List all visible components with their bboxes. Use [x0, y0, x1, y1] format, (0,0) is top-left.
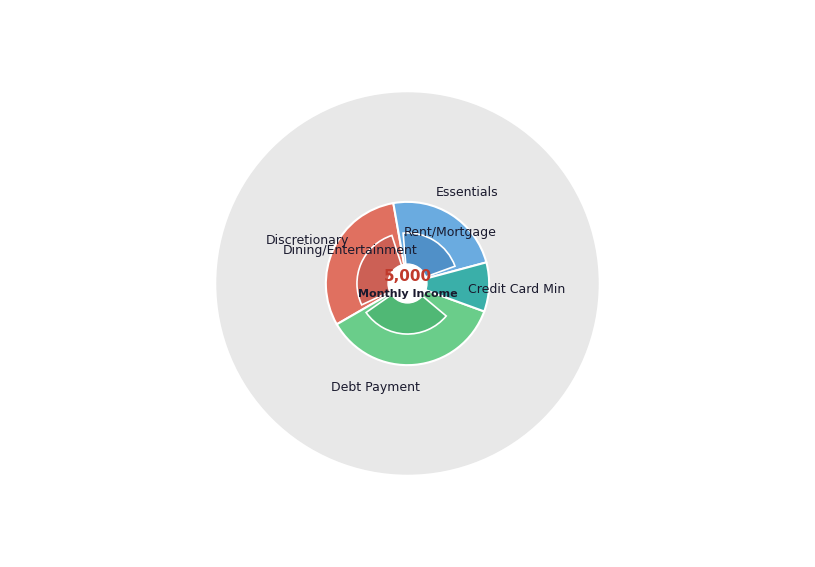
- Wedge shape: [337, 284, 484, 365]
- Wedge shape: [326, 203, 408, 324]
- Wedge shape: [357, 235, 408, 305]
- Circle shape: [217, 93, 598, 474]
- Wedge shape: [408, 263, 489, 311]
- Text: Essentials: Essentials: [435, 186, 498, 198]
- Text: Credit Card Min: Credit Card Min: [468, 283, 565, 296]
- Text: Discretionary: Discretionary: [266, 235, 349, 247]
- Text: Dining/Entertainment: Dining/Entertainment: [283, 244, 417, 257]
- Circle shape: [388, 264, 427, 303]
- Text: 5,000: 5,000: [383, 269, 432, 284]
- Wedge shape: [394, 202, 487, 284]
- Text: Rent/Mortgage: Rent/Mortgage: [403, 226, 496, 239]
- Wedge shape: [403, 233, 455, 284]
- Text: Debt Payment: Debt Payment: [331, 381, 420, 394]
- Text: Monthly Income: Monthly Income: [358, 289, 457, 299]
- Wedge shape: [366, 284, 447, 334]
